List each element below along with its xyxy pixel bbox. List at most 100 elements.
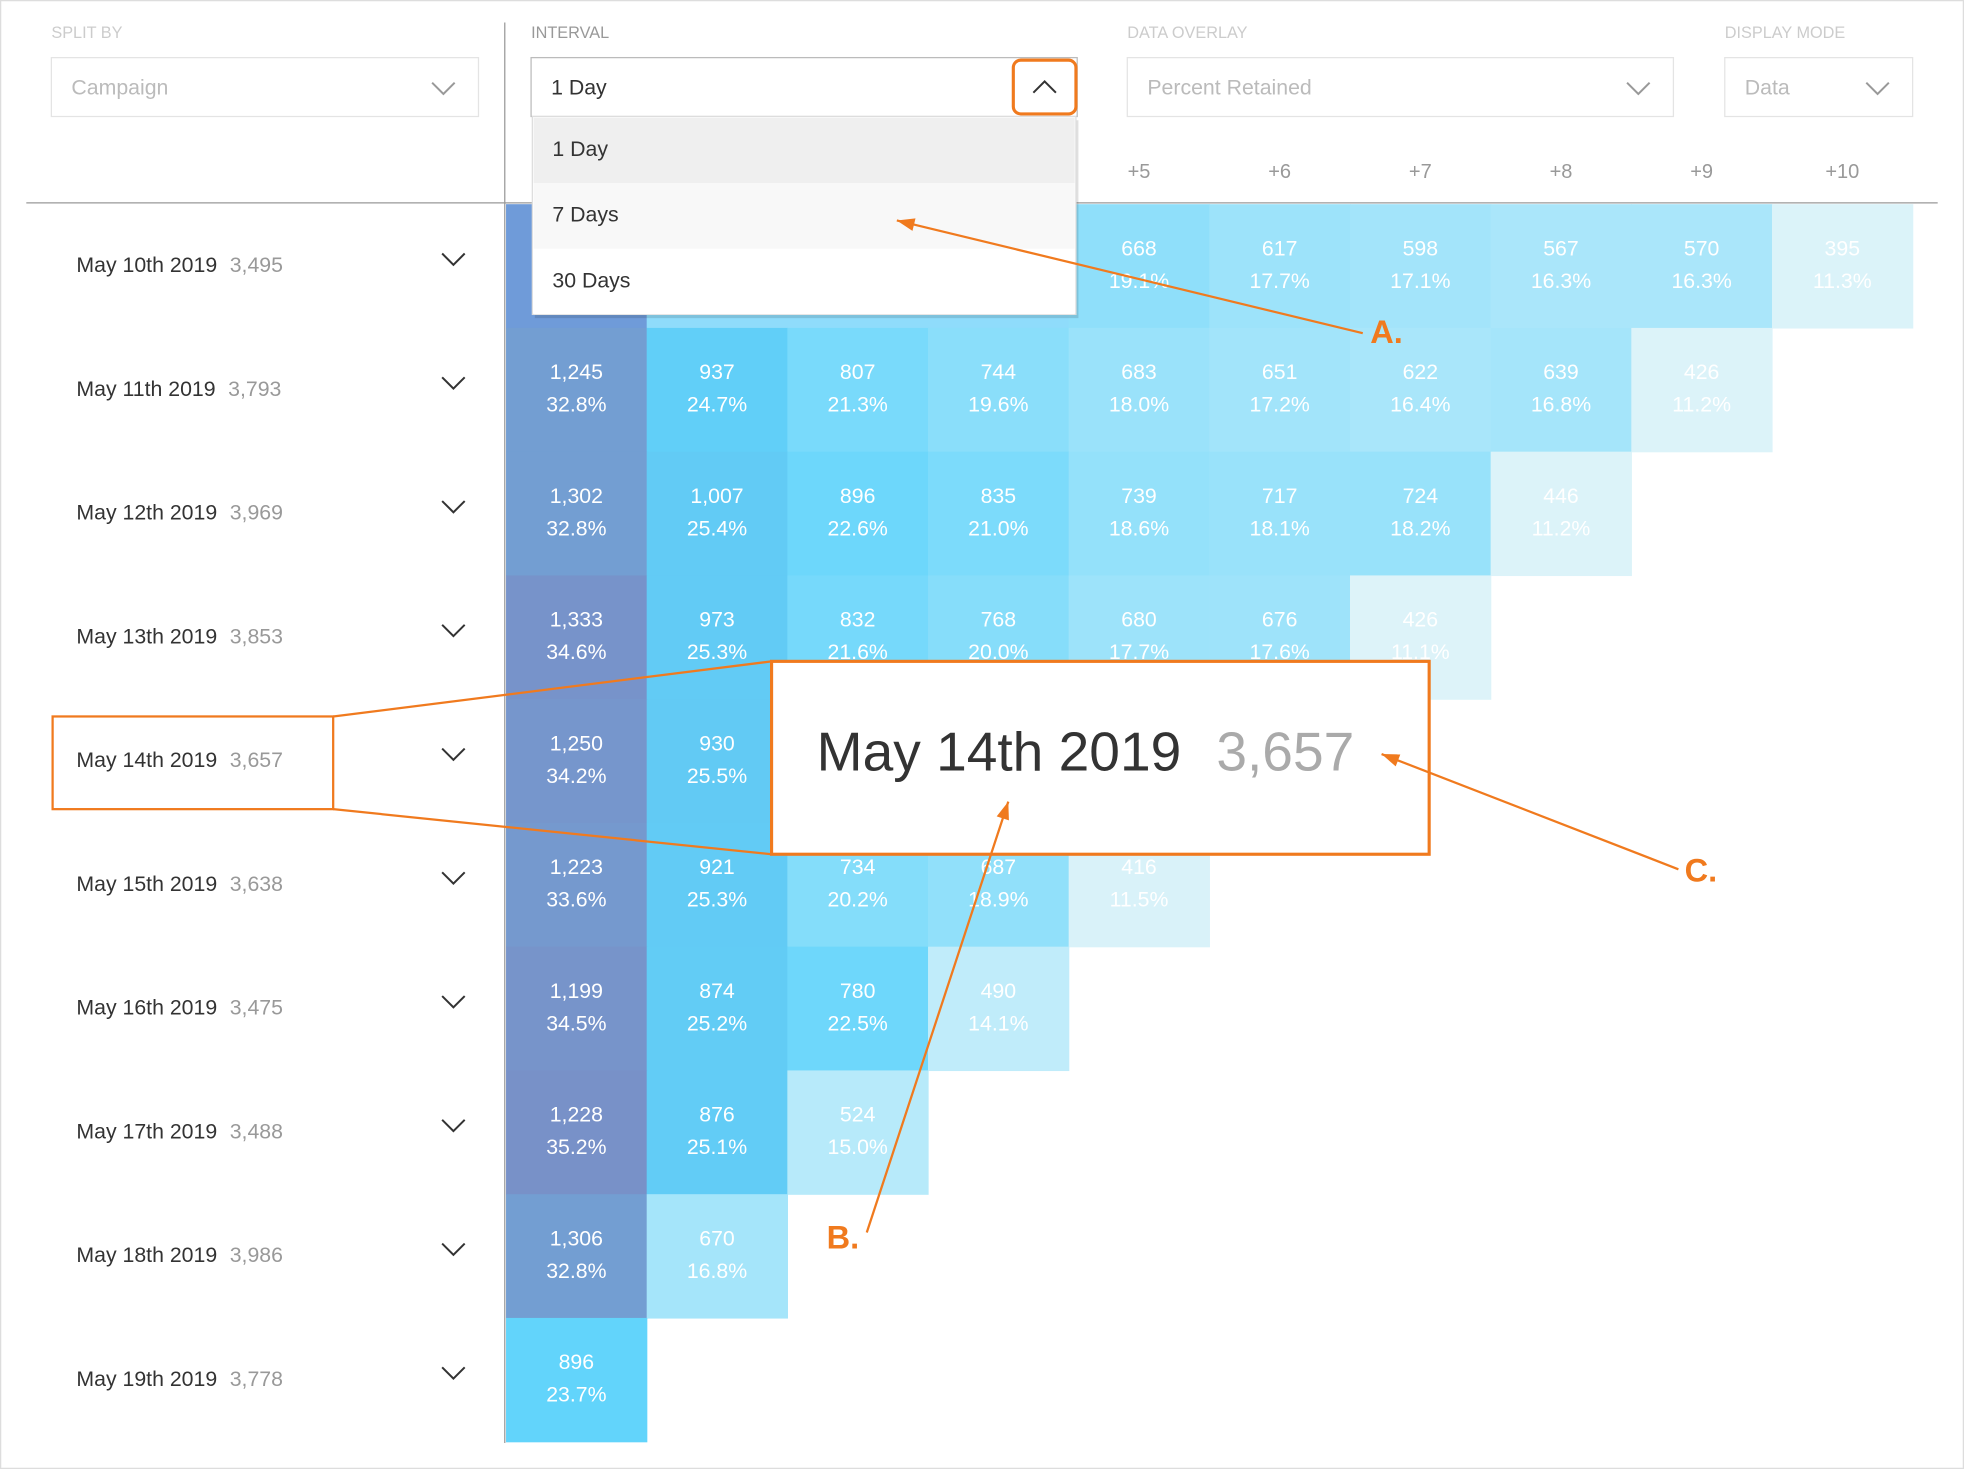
- dropdown-option-bg[interactable]: [533, 117, 1075, 184]
- cell-pct: 14.1%: [968, 1011, 1028, 1035]
- cell-count: 876: [699, 1103, 735, 1127]
- cell-pct: 20.2%: [828, 888, 888, 912]
- row-expand[interactable]: [441, 500, 466, 514]
- control-value: 1 Day: [551, 76, 607, 100]
- cell-count: 567: [1543, 236, 1579, 260]
- row-total: 3,657: [230, 748, 283, 772]
- dropdown-toggle[interactable]: [1011, 58, 1078, 116]
- cell: [1490, 451, 1632, 577]
- control-value: Data: [1745, 76, 1790, 100]
- row-label: May 11th 2019 3,793: [76, 376, 281, 400]
- cell-count: 921: [699, 855, 735, 879]
- cell: [1490, 327, 1632, 453]
- control-box[interactable]: [50, 56, 480, 118]
- cell-pct: 16.8%: [687, 1259, 747, 1283]
- cell-count: 780: [840, 979, 876, 1003]
- cell-count: 639: [1543, 360, 1579, 384]
- cell: [787, 946, 929, 1072]
- cell-pct: 16.8%: [1531, 393, 1591, 417]
- dropdown-option[interactable]: 30 Days: [552, 268, 630, 292]
- cell-count: 676: [1262, 608, 1298, 632]
- cell-count: 446: [1543, 484, 1579, 508]
- row-expand[interactable]: [441, 1366, 466, 1380]
- column-header: +9: [1690, 161, 1713, 183]
- control-box[interactable]: [1724, 56, 1914, 118]
- cell-pct: 32.8%: [546, 1259, 606, 1283]
- dropdown-option[interactable]: 7 Days: [552, 203, 618, 227]
- row-expand[interactable]: [441, 747, 466, 762]
- cell: [1068, 204, 1210, 329]
- cell-count: 395: [1825, 236, 1861, 260]
- row-expand[interactable]: [441, 624, 466, 638]
- cell-pct: 34.6%: [546, 640, 606, 664]
- dropdown-option-bg[interactable]: [533, 183, 1075, 249]
- row-expand[interactable]: [441, 995, 466, 1009]
- cell-count: 1,223: [550, 855, 603, 879]
- cell: [646, 451, 788, 577]
- cell-count: 739: [1121, 484, 1157, 508]
- cell-count: 930: [699, 731, 735, 755]
- cell-pct: 19.6%: [968, 393, 1028, 417]
- cell-count: 570: [1684, 236, 1720, 260]
- row-expand[interactable]: [441, 1119, 466, 1133]
- control-box[interactable]: [530, 56, 1078, 118]
- cell-pct: 34.5%: [546, 1011, 606, 1035]
- row-expand[interactable]: [441, 1242, 466, 1257]
- cell-pct: 17.1%: [1390, 269, 1450, 293]
- cell: [787, 451, 929, 577]
- cell-pct: 34.2%: [546, 764, 606, 788]
- highlight-box: [51, 715, 335, 811]
- cell-pct: 32.8%: [546, 516, 606, 540]
- cell-count: 524: [840, 1103, 876, 1127]
- cell-count: 1,245: [550, 360, 603, 384]
- column-header: +6: [1268, 161, 1291, 183]
- cell-count: 768: [981, 608, 1017, 632]
- cell: [1771, 204, 1914, 329]
- annotation-label: B.: [827, 1220, 860, 1256]
- cell-pct: 24.7%: [687, 393, 747, 417]
- dropdown-option[interactable]: 1 Day: [552, 137, 608, 161]
- cell-count: 744: [981, 360, 1017, 384]
- cell-count: 683: [1121, 360, 1157, 384]
- arrow-line: [896, 219, 1364, 335]
- zoom-label: May 14th 2019 3,657: [817, 720, 1355, 782]
- cell-pct: 16.4%: [1390, 393, 1450, 417]
- control-box[interactable]: [1126, 56, 1675, 118]
- row-date: May 19th 2019: [76, 1366, 217, 1390]
- row-expand[interactable]: [441, 871, 466, 885]
- cell: [787, 1070, 929, 1195]
- cell: [646, 946, 788, 1072]
- cell-count: 622: [1403, 360, 1439, 384]
- row-expand[interactable]: [441, 252, 466, 267]
- cell-pct: 35.2%: [546, 1135, 606, 1159]
- cell-pct: 25.5%: [687, 764, 747, 788]
- dropdown-option-bg[interactable]: [533, 248, 1075, 315]
- cell-count: 426: [1403, 608, 1439, 632]
- cell: [506, 1317, 648, 1443]
- cell-pct: 11.2%: [1672, 393, 1731, 417]
- cell-count: 734: [840, 855, 876, 879]
- cell-count: 416: [1121, 855, 1157, 879]
- chevron-down: [431, 81, 456, 96]
- annotation-label: C.: [1685, 853, 1718, 889]
- chevron-down: [1626, 81, 1651, 96]
- cell-count: 668: [1121, 236, 1157, 260]
- row-label: May 15th 2019 3,638: [76, 871, 283, 895]
- row-label: May 10th 2019 3,495: [76, 253, 283, 277]
- cell-count: 973: [699, 608, 735, 632]
- row-total: 3,778: [230, 1366, 283, 1390]
- cell-pct: 18.1%: [1249, 516, 1309, 540]
- cell-pct: 21.0%: [968, 516, 1028, 540]
- column-header: +7: [1409, 161, 1432, 183]
- cell: [1349, 451, 1492, 577]
- cell: [1209, 204, 1351, 329]
- control-label: DISPLAY MODE: [1725, 24, 1846, 42]
- row-expand[interactable]: [441, 376, 466, 390]
- cell: [1349, 204, 1492, 329]
- row-total: 3,853: [230, 624, 283, 648]
- cell-pct: 16.3%: [1531, 269, 1591, 293]
- row-date: May 11th 2019: [76, 376, 215, 400]
- cell-count: 617: [1262, 236, 1298, 260]
